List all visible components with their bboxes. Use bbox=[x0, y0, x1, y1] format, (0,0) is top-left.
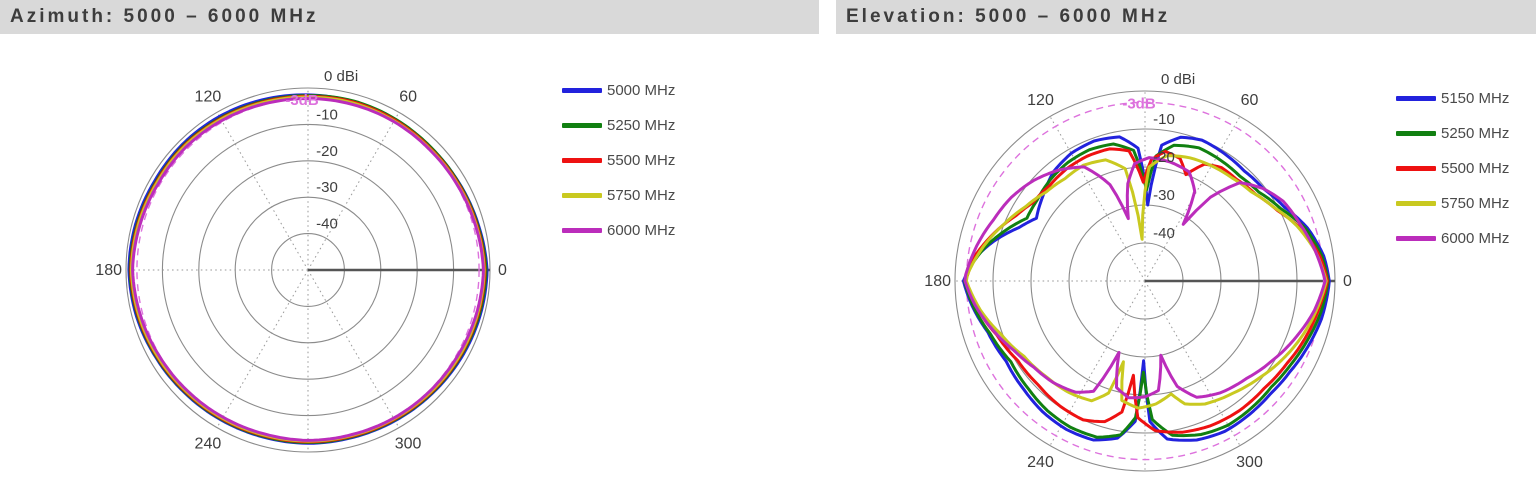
grid-radial-120 bbox=[216, 112, 309, 271]
legend-item: 5250 MHz bbox=[562, 115, 722, 135]
grid-radial-60 bbox=[307, 112, 400, 271]
legend-label: 5500 MHz bbox=[1441, 159, 1510, 177]
series-curve-6000-mhz bbox=[131, 97, 485, 442]
legend-item: 5250 MHz bbox=[1396, 123, 1536, 143]
grid-radial-300 bbox=[307, 269, 400, 428]
ring-label--40: -40 bbox=[1153, 225, 1175, 242]
elevation-panel-title: Elevation: 5000 – 6000 MHz bbox=[846, 6, 1171, 27]
angle-label-180: 180 bbox=[95, 262, 122, 279]
angle-label-0: 0 bbox=[1343, 273, 1352, 290]
angle-label-180: 180 bbox=[924, 273, 951, 290]
ring-label-0dbi: 0 dBi bbox=[324, 68, 358, 85]
ring-label-0dbi: 0 dBi bbox=[1161, 71, 1195, 88]
angle-label-120: 120 bbox=[195, 89, 222, 106]
series-curve-5750-mhz bbox=[964, 154, 1328, 410]
ring-label--20: -20 bbox=[1153, 149, 1175, 166]
ring-label--30: -30 bbox=[1153, 187, 1175, 204]
legend-swatch-icon bbox=[1396, 130, 1436, 136]
angle-label-0: 0 bbox=[498, 262, 507, 279]
legend-label: 6000 MHz bbox=[607, 221, 676, 239]
ring-label--40: -40 bbox=[316, 216, 338, 233]
ref-circle-label: -3dB bbox=[1122, 95, 1156, 112]
legend-item: 5500 MHz bbox=[1396, 158, 1536, 178]
legend-label: 5250 MHz bbox=[607, 116, 676, 134]
legend-swatch-icon bbox=[562, 157, 602, 163]
legend-label: 5750 MHz bbox=[607, 186, 676, 204]
angle-label-300: 300 bbox=[1236, 454, 1263, 471]
series-curve-6000-mhz bbox=[963, 156, 1327, 400]
elevation-legend: 5150 MHz 5250 MHz 5500 MHz 5750 MHz 6000 MHz bbox=[1396, 88, 1536, 263]
legend-item: 5150 MHz bbox=[1396, 88, 1536, 108]
ring-label--10: -10 bbox=[316, 106, 338, 123]
legend-swatch-icon bbox=[562, 192, 602, 198]
legend-swatch-icon bbox=[1396, 235, 1436, 241]
angle-label-60: 60 bbox=[399, 89, 417, 106]
ring-label--30: -30 bbox=[316, 179, 338, 196]
legend-label: 5250 MHz bbox=[1441, 124, 1510, 142]
legend-label: 5500 MHz bbox=[607, 151, 676, 169]
legend-swatch-icon bbox=[562, 122, 602, 128]
angle-label-240: 240 bbox=[195, 435, 222, 452]
azimuth-legend: 5000 MHz 5250 MHz 5500 MHz 5750 MHz 6000 MHz bbox=[562, 80, 722, 255]
angle-label-300: 300 bbox=[395, 435, 422, 452]
legend-swatch-icon bbox=[1396, 165, 1436, 171]
angle-label-60: 60 bbox=[1241, 92, 1259, 109]
legend-item: 5000 MHz bbox=[562, 80, 722, 100]
legend-item: 5500 MHz bbox=[562, 150, 722, 170]
legend-swatch-icon bbox=[1396, 95, 1436, 101]
elevation-panel-header: Elevation: 5000 – 6000 MHz bbox=[836, 0, 1536, 34]
grid-radial-240 bbox=[216, 269, 309, 428]
ref-circle-label: -3dB bbox=[285, 92, 319, 109]
legend-swatch-icon bbox=[562, 227, 602, 233]
azimuth-panel-header: Azimuth: 5000 – 6000 MHz bbox=[0, 0, 819, 34]
legend-label: 5750 MHz bbox=[1441, 194, 1510, 212]
legend-swatch-icon bbox=[1396, 200, 1436, 206]
ring-label--10: -10 bbox=[1153, 111, 1175, 128]
legend-swatch-icon bbox=[562, 87, 602, 93]
legend-label: 5150 MHz bbox=[1441, 89, 1510, 107]
legend-label: 5000 MHz bbox=[607, 81, 676, 99]
angle-label-240: 240 bbox=[1027, 454, 1054, 471]
legend-item: 5750 MHz bbox=[562, 185, 722, 205]
legend-label: 6000 MHz bbox=[1441, 229, 1510, 247]
legend-item: 6000 MHz bbox=[1396, 228, 1536, 248]
azimuth-panel-title: Azimuth: 5000 – 6000 MHz bbox=[10, 6, 319, 27]
angle-label-120: 120 bbox=[1027, 92, 1054, 109]
legend-item: 6000 MHz bbox=[562, 220, 722, 240]
ring-label--20: -20 bbox=[316, 143, 338, 160]
legend-item: 5750 MHz bbox=[1396, 193, 1536, 213]
